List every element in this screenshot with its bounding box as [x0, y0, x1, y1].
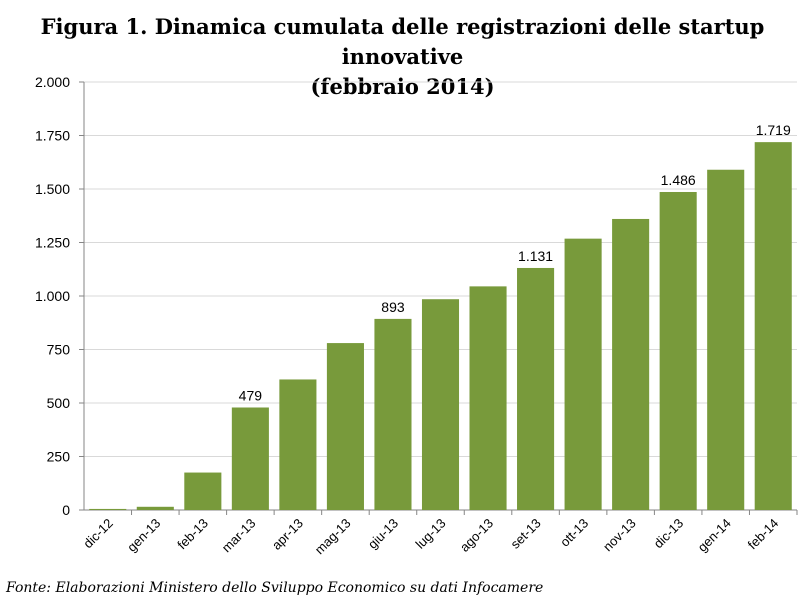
- bar: [612, 218, 650, 510]
- y-tick-label: 750: [47, 342, 71, 358]
- y-tick-label: 2.000: [35, 74, 70, 90]
- data-label: 479: [239, 387, 263, 403]
- bar: [89, 508, 127, 510]
- bar: [469, 286, 507, 510]
- bar: [659, 191, 697, 510]
- x-tick-label: set-13: [508, 516, 544, 552]
- data-label: 893: [381, 299, 405, 315]
- x-tick-label: mag-13: [312, 516, 354, 558]
- y-tick-label: 1.000: [35, 288, 70, 304]
- y-tick-label: 0: [62, 502, 70, 518]
- x-tick-label: dic-13: [651, 516, 687, 552]
- source-note: Fonte: Elaborazioni Ministero dello Svil…: [6, 580, 544, 596]
- y-tick-label: 1.500: [35, 181, 70, 197]
- bar: [707, 169, 745, 511]
- y-tick-label: 1.750: [35, 128, 70, 144]
- bar: [231, 407, 269, 510]
- bar: [326, 343, 364, 510]
- data-label: 1.131: [518, 248, 553, 264]
- bar: [754, 142, 792, 510]
- x-tick-label: gen-13: [124, 516, 163, 555]
- bar: [136, 506, 174, 510]
- chart-title-main: Figura 1. Dinamica cumulata delle regist…: [40, 14, 765, 69]
- bar: [184, 472, 222, 510]
- bar: [374, 318, 412, 510]
- x-tick-label: dic-12: [80, 516, 116, 552]
- y-tick-label: 250: [47, 449, 71, 465]
- x-tick-label: feb-13: [174, 516, 211, 553]
- data-label: 1.719: [756, 122, 791, 138]
- bar: [564, 238, 602, 510]
- bar: [279, 379, 317, 510]
- x-tick-label: giu-13: [365, 516, 401, 552]
- chart-title: Figura 1. Dinamica cumulata delle regist…: [0, 12, 805, 102]
- x-tick-label: gen-14: [695, 516, 734, 555]
- x-tick-label: feb-14: [745, 516, 782, 553]
- y-tick-label: 500: [47, 395, 71, 411]
- x-tick-label: ott-13: [557, 516, 591, 550]
- x-tick-label: lug-13: [412, 516, 448, 552]
- bar: [517, 267, 555, 510]
- x-tick-label: nov-13: [600, 516, 639, 555]
- x-tick-label: mar-13: [219, 516, 259, 556]
- x-tick-label: apr-13: [269, 516, 306, 553]
- x-tick-label: ago-13: [457, 516, 496, 555]
- data-label: 1.486: [661, 172, 696, 188]
- bar: [421, 299, 460, 510]
- chart-subtitle: (febbraio 2014): [310, 74, 495, 99]
- y-tick-label: 1.250: [35, 235, 70, 251]
